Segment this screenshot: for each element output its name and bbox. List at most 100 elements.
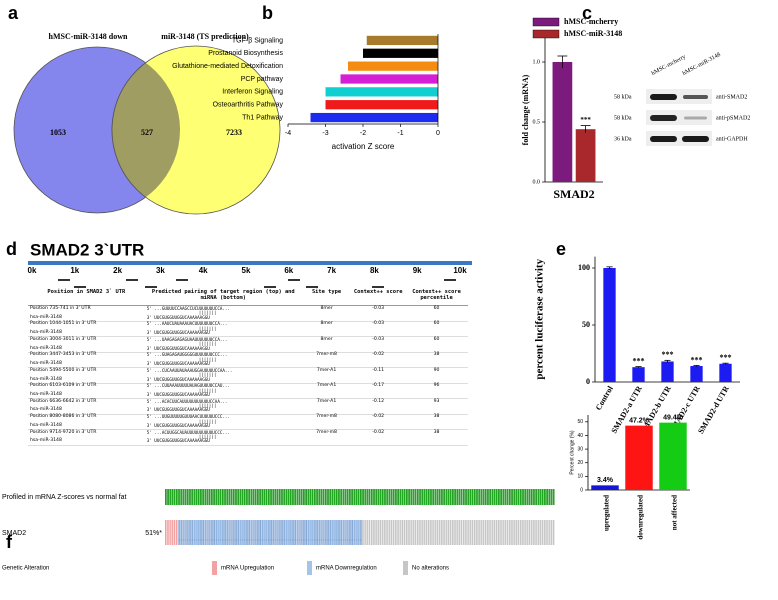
- utr-end: 3': [146, 314, 152, 320]
- lane-label: hMSC-mcherry: [651, 54, 687, 77]
- target-line: 5' ...UAAGAGAGAGUAAUUUUUUUCCA...: [146, 336, 300, 342]
- track-label: Profiled in mRNA Z-scores vs normal fat: [2, 494, 127, 501]
- category-label: downregulated: [637, 495, 645, 540]
- scale-label: 5k: [242, 266, 251, 275]
- y-tick-label: 50: [577, 419, 583, 425]
- mirna-seq: UUCGUGGUUGGUCAAAAAAGGU: [154, 361, 210, 367]
- pairing-line: |||||||: [147, 404, 300, 408]
- legend-label: hMSC-miR-3148: [564, 29, 622, 38]
- category-label: TGF-β Signaling: [232, 37, 283, 44]
- scale-label: 6k: [284, 266, 293, 275]
- bar: [340, 74, 438, 84]
- target-line: 5' ...AAUCUAUAAAUACUUUUUUUCCA...: [147, 322, 300, 326]
- mirna-line: 3' UUCGUGGUUGGUCAAAAAAGGU: [147, 439, 300, 443]
- blot-band: [682, 136, 709, 142]
- significance: ***: [720, 353, 732, 362]
- bar: [310, 112, 438, 123]
- position: Position 3447-3453 in 3' UTR: [30, 352, 97, 358]
- table-body: Position 735-741 in 3' UTR hsa-miR-3148 5…: [28, 305, 468, 446]
- site-type: 7mer-A1: [301, 367, 352, 384]
- pairing: |||||||: [198, 418, 217, 424]
- table-header: Position in SMAD2 3` UTR Predicted pairin…: [28, 288, 468, 307]
- mirna-seq: UUCGUGGUUGGUCAAAAAAGGU: [154, 407, 210, 413]
- utr-map: SMAD2 3`UTR: [28, 240, 472, 288]
- antibody-label: anti-GAPDH: [716, 136, 748, 142]
- significance: ***: [691, 355, 703, 364]
- blot-strip: [646, 89, 712, 104]
- western-blot: hMSC-mcherry hMSC-miR-3148 58 kDa 58 kDa…: [614, 52, 750, 146]
- bar: [591, 485, 619, 490]
- position-cell: Position 5494-5500 in 3' UTR hsa-miR-314…: [28, 367, 145, 384]
- site-type: 7mer-m8: [301, 414, 352, 431]
- category-label: SMAD2: [553, 187, 594, 201]
- legend-label: No alterations: [412, 566, 449, 572]
- mirna-line: 3' UUCGUGGUUGGUCAAAAAAGGU: [147, 361, 300, 367]
- panel-label: d: [6, 239, 17, 259]
- position-cell: Position 6636-6642 in 3' UTR hsa-miR-314…: [28, 398, 145, 415]
- site-type: 7mer-m8: [301, 352, 352, 369]
- scale-label: 9k: [413, 266, 422, 275]
- alteration-group: [362, 520, 555, 545]
- target-line: 5' ...ACACUUCAUUUUUUUUUUUCCAA...: [147, 399, 300, 404]
- position-cell: Position 735-741 in 3' UTR hsa-miR-3148: [28, 305, 145, 322]
- mirna-seq: UUCGUGGUUGGUCAAAAAAGGU: [154, 438, 210, 444]
- utr-end: 3': [146, 438, 152, 444]
- pairing: |||||||: [198, 372, 217, 378]
- mirna-name: hsa-miR-3148: [30, 438, 62, 444]
- position: Position 3004-3011 in 3' UTR: [30, 336, 97, 342]
- target-line: 5' ...ACUUGGCAUAUUUUUUUUUUUCCC...: [147, 430, 300, 435]
- scale-label: 3k: [156, 266, 165, 275]
- context-score: -0.17: [351, 383, 406, 400]
- y-tick-label: 30: [577, 446, 583, 452]
- table-row: Position 6103-6109 in 3' UTR hsa-miR-314…: [28, 383, 468, 400]
- pairing-line: |||||||: [147, 326, 300, 331]
- venn-set-label: miR-3148 (TS prediction): [161, 32, 249, 41]
- site-type: 7mer-A1: [301, 383, 352, 400]
- column-header: Position in SMAD2 3` UTR: [28, 288, 145, 307]
- utr-end: 5': [146, 414, 152, 420]
- y-tick-label: 0: [580, 487, 583, 493]
- bar: [366, 35, 438, 46]
- target-seq: ...CUUAAAUUUUUAUAGUUUUUCCAU...: [154, 383, 230, 389]
- y-tick-label: 0.5: [533, 119, 541, 125]
- position-cell: Position 3004-3011 in 3' UTR hsa-miR-314…: [28, 336, 145, 353]
- score-percentile: 93: [405, 398, 468, 415]
- y-tick-label: 20: [577, 460, 583, 466]
- venn-overlap: [111, 47, 180, 213]
- mirna-seq: UUCGUGGUUGGUCAAAAAAGGU: [154, 422, 210, 428]
- site-type: 7mer-m8: [301, 429, 352, 446]
- mirna-line: 3' UUCGUGGUUGGUCAAAAAAGGU: [147, 422, 300, 428]
- target-seq: ...UUGUUUUUGUUUAACUUUUUUCCC...: [154, 414, 230, 420]
- pairing-cell: 5' ...UUGUUUUUGUUUAACUUUUUUCCC... |||||||…: [144, 414, 302, 431]
- bar: [719, 363, 732, 382]
- position-cell: Position 6103-6109 in 3' UTR hsa-miR-314…: [28, 383, 145, 400]
- mirna-name: hsa-miR-3148: [30, 392, 62, 397]
- position-cell: Position 9714-9720 in 3' UTR hsa-miR-314…: [28, 429, 145, 446]
- blot-band: [684, 116, 707, 120]
- y-tick-label: 0: [586, 377, 590, 386]
- mirna-name: hsa-miR-3148: [30, 330, 62, 336]
- position: Position 6103-6109 in 3' UTR: [30, 383, 97, 389]
- utr-end: 3': [146, 376, 152, 382]
- mirna-name: hsa-miR-3148: [30, 422, 62, 428]
- x-tick-label: -3: [322, 130, 328, 137]
- venn-set-label: hMSC-miR-3148 down: [49, 32, 128, 41]
- panel-label: b: [262, 3, 273, 23]
- y-tick-label: 100: [578, 263, 590, 272]
- x-axis-label: activation Z score: [332, 142, 395, 151]
- table-row: Position 735-741 in 3' UTR hsa-miR-3148 5…: [28, 305, 468, 322]
- blot-band: [650, 136, 677, 142]
- blot-band: [683, 95, 708, 99]
- site-type: 8mer: [301, 336, 352, 353]
- category-label: Interferon Signaling: [222, 89, 283, 96]
- venn-count: 1053: [50, 128, 66, 137]
- score-percentile: 38: [405, 414, 468, 431]
- y-tick-label: 0.0: [533, 179, 541, 185]
- position: Position 1044-1051 in 3' UTR: [30, 321, 97, 327]
- utr-end: 5': [146, 336, 152, 342]
- utr-end: 5': [146, 321, 152, 327]
- score-percentile: 38: [405, 429, 468, 446]
- bar: [552, 62, 573, 182]
- utr-end: 5': [146, 305, 152, 311]
- mirna-line: 3' UUCGUGGUUGGUCAAAAAAGGU: [147, 392, 300, 397]
